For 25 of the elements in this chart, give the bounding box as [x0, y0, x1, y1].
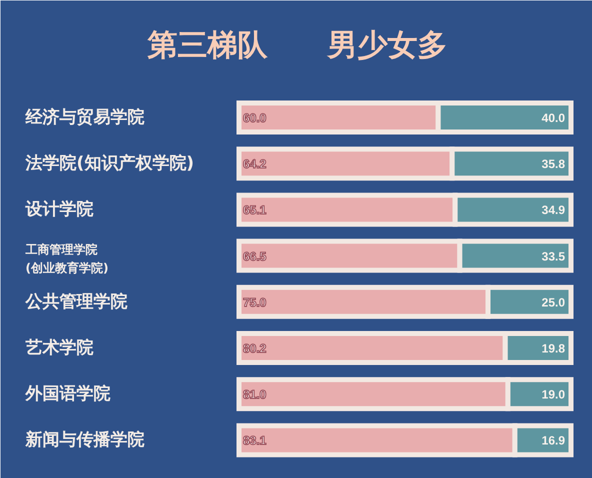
data-label: 75.0: [243, 295, 267, 310]
y-tick-label: 工商管理学院 (创业教育学院): [24, 242, 108, 276]
data-label: 80.2: [243, 342, 267, 356]
data-label: 65.1: [243, 203, 267, 218]
data-label: 60.0: [243, 111, 267, 125]
y-tick-label: 设计学院: [24, 200, 94, 220]
data-label: 34.9: [542, 203, 566, 218]
data-label: 19.0: [542, 388, 566, 402]
data-label: 19.8: [542, 342, 566, 356]
y-tick-label: 公共管理学院: [24, 292, 128, 312]
y-tick-label: 法学院(知识产权学院): [24, 154, 194, 174]
data-label: 66.5: [243, 249, 267, 264]
data-label: 64.2: [243, 157, 267, 172]
data-label: 16.9: [542, 434, 566, 448]
y-tick-label: 新闻与传播学院: [24, 430, 144, 450]
y-tick-label: 艺术学院: [24, 338, 94, 358]
data-label: 25.0: [542, 295, 566, 310]
data-label: 35.8: [542, 157, 566, 172]
data-label: 33.5: [542, 249, 566, 264]
data-label: 83.1: [243, 434, 267, 448]
y-tick-label: 经济与贸易学院: [24, 108, 144, 128]
data-label: 40.0: [542, 111, 566, 125]
y-tick-label: 外国语学院: [24, 384, 110, 404]
chart-title: 第三梯队 男少女多: [146, 28, 448, 63]
data-label: 81.0: [243, 388, 267, 402]
